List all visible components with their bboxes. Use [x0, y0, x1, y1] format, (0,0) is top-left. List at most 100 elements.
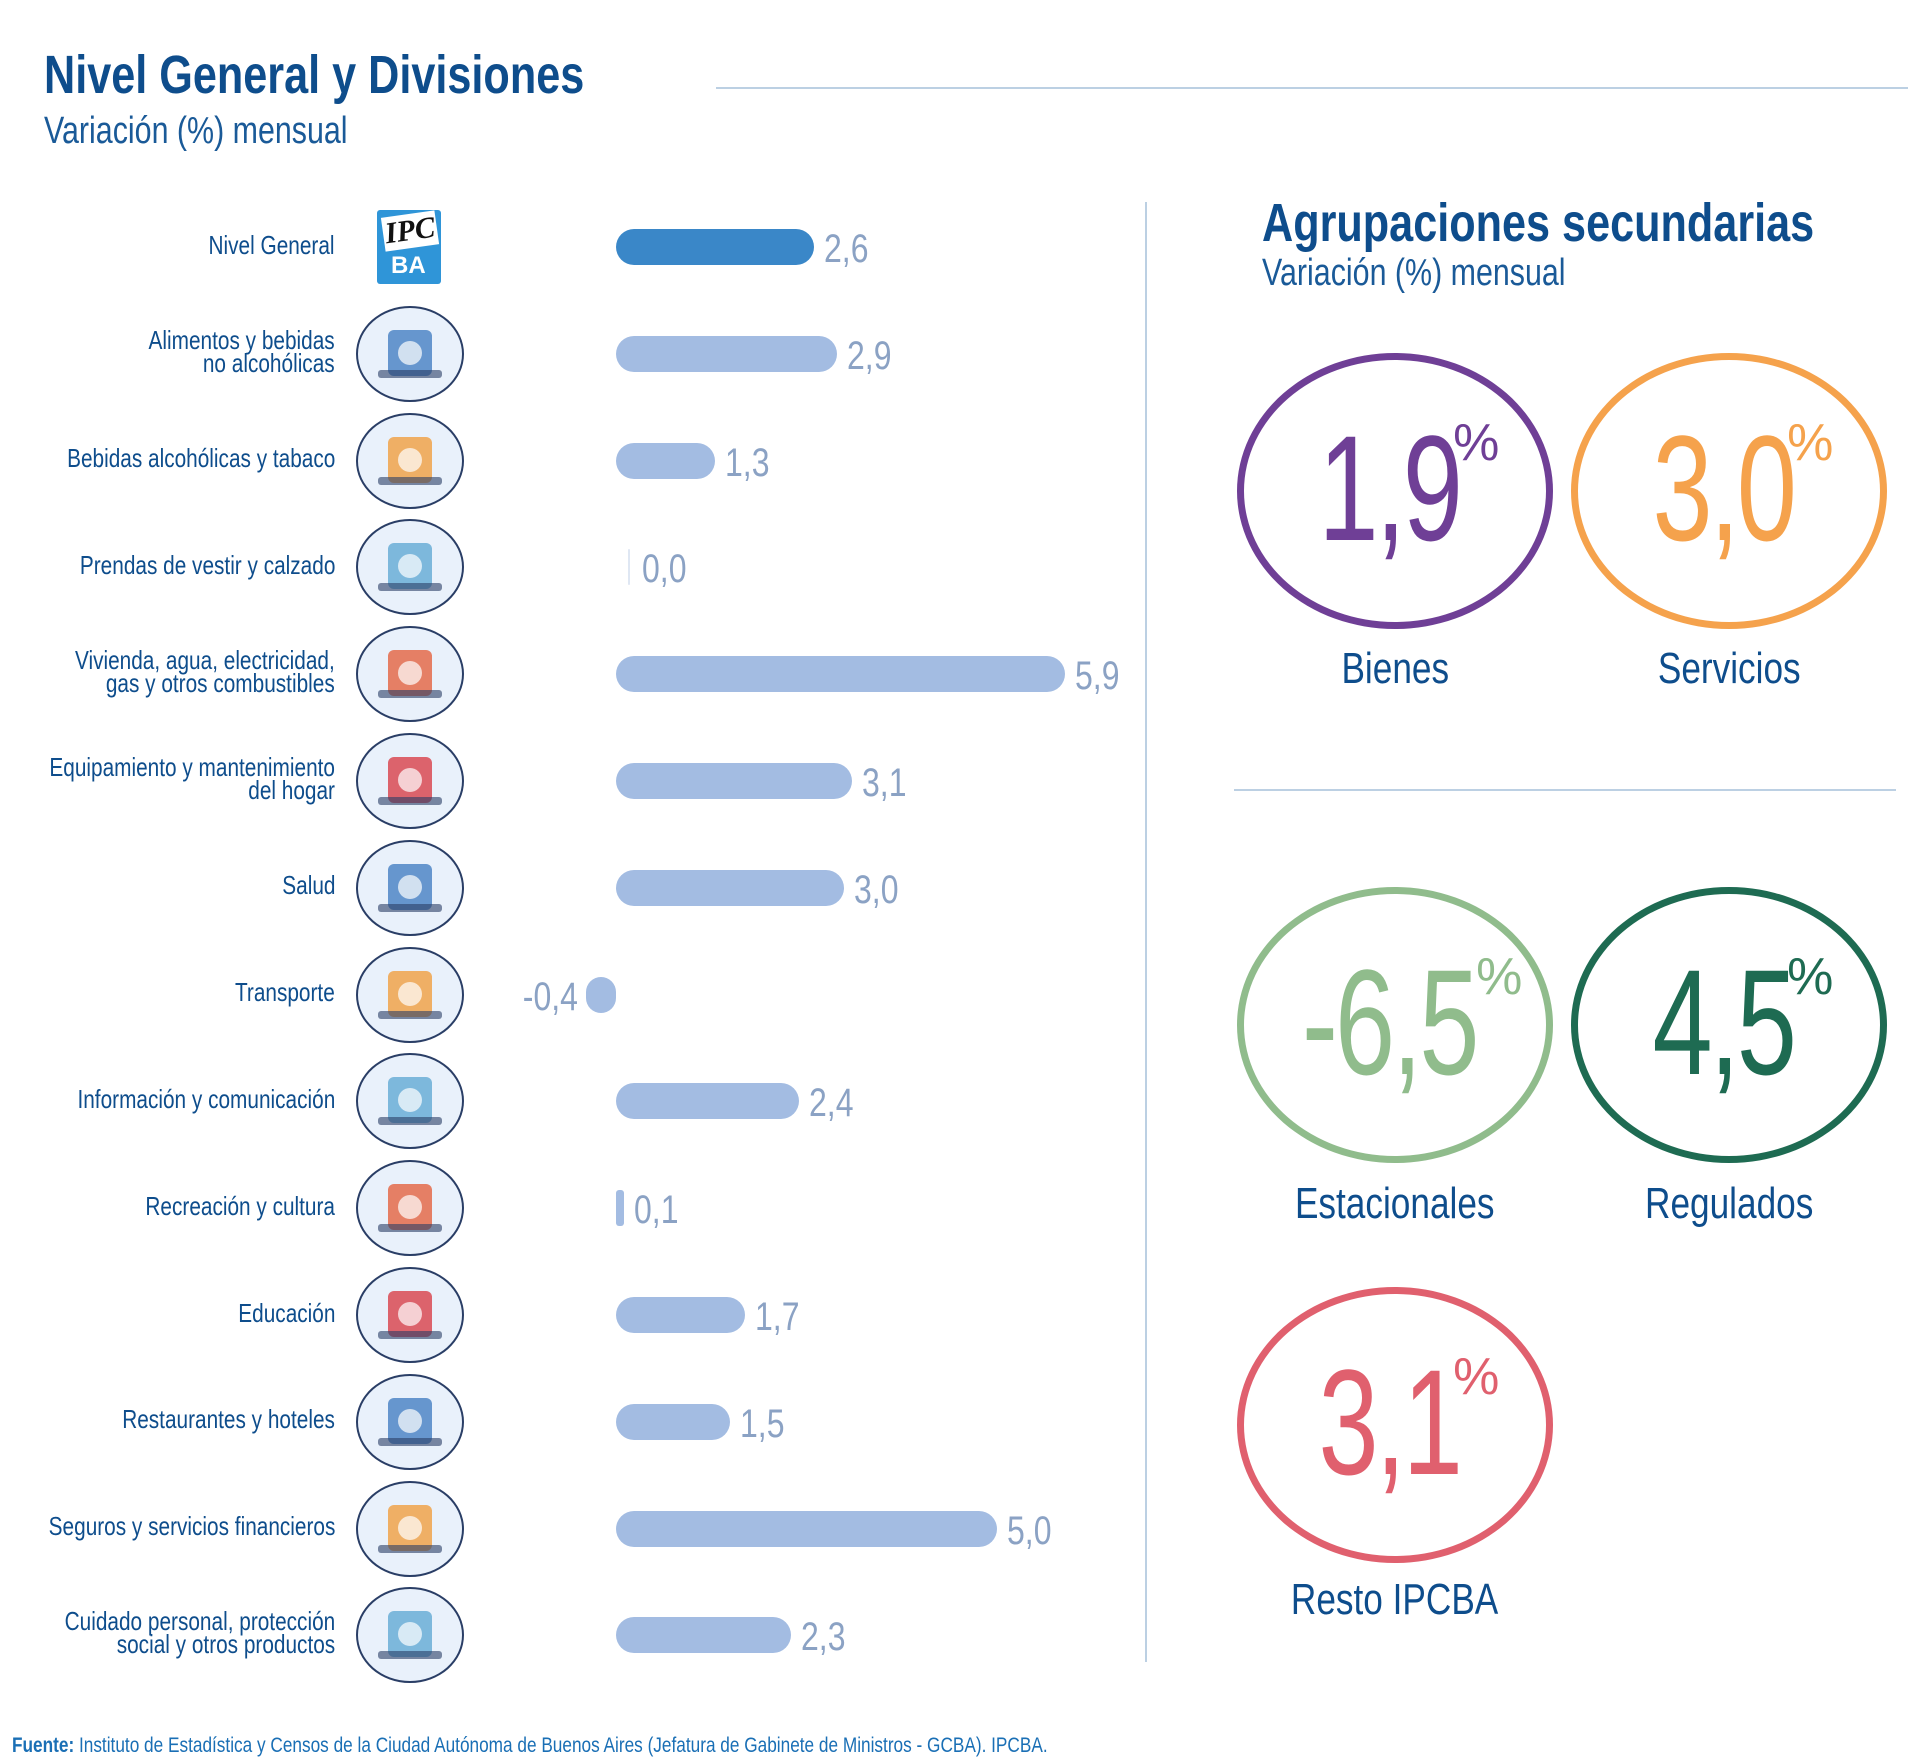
value-label-text: 3,1	[861, 761, 907, 805]
category-label-line: Recreación y cultura	[145, 1190, 335, 1221]
bar	[628, 549, 630, 586]
value-label: 2,6	[824, 229, 880, 269]
category-label-line: Vivienda, agua, electricidad,	[75, 645, 335, 676]
group-value-number: 4,5	[1652, 938, 1796, 1106]
value-label-text: 1,3	[724, 440, 770, 485]
bar	[616, 1510, 997, 1547]
category-label-line: Educación	[237, 1297, 335, 1328]
category-label-line: Bebidas alcohólicas y tabaco	[66, 443, 335, 474]
header-divider	[716, 87, 1908, 89]
school-graduation-icon	[356, 1267, 464, 1363]
category-label-line: Alimentos y bebidas	[148, 324, 335, 355]
group-circle-servicios: 3,0%	[1571, 353, 1887, 629]
category-label: Bebidas alcohólicas y tabaco	[0, 443, 335, 474]
group-label-estacionales: Estacionales	[1237, 1179, 1553, 1229]
left-title-text: Nivel General y Divisiones	[44, 45, 585, 105]
bar	[616, 869, 845, 906]
category-label-line: Seguros y servicios financieros	[48, 1511, 335, 1542]
group-value-number: 3,0	[1652, 404, 1796, 572]
group-label-bienes: Bienes	[1237, 644, 1553, 694]
laptop-tablet-icon	[356, 1053, 464, 1150]
personal-care-icon	[356, 1587, 464, 1684]
category-label-line: del hogar	[248, 775, 335, 805]
left-subtitle-text: Variación (%) mensual	[44, 110, 348, 152]
panel-divider	[1145, 202, 1147, 1662]
group-label-text: Bienes	[1341, 644, 1449, 693]
value-label: 2,9	[847, 336, 903, 376]
category-label-line: gas y otros combustibles	[106, 668, 335, 699]
group-value-number: -6,5	[1301, 938, 1479, 1106]
value-label-text: 0,0	[642, 547, 687, 592]
value-label-text: 1,7	[755, 1295, 800, 1339]
group-value: 1,9%	[1244, 413, 1546, 563]
group-value: 3,0%	[1578, 413, 1880, 563]
doctor-icon	[356, 839, 464, 936]
group-value-number: 1,9	[1318, 404, 1462, 572]
serving-bell-icon	[356, 1373, 464, 1470]
right-title: Agrupaciones secundarias	[1262, 192, 1920, 254]
bar	[616, 442, 715, 479]
source-label: Fuente:	[12, 1734, 75, 1757]
value-label: -0,4	[509, 974, 578, 1019]
bar	[616, 1617, 792, 1654]
group-value: 3,1%	[1244, 1347, 1546, 1497]
logo-ba: BA	[391, 252, 426, 279]
category-label-line: Transporte	[235, 977, 335, 1008]
bar	[585, 976, 616, 1013]
category-label-line: no alcohólicas	[203, 347, 335, 378]
category-label: Salud	[269, 870, 335, 901]
value-label-text: 1,5	[740, 1401, 785, 1446]
category-label: Alimentos y bebidas no alcohólicas	[102, 324, 335, 378]
percent-sign: %	[1787, 948, 1834, 1006]
category-label: Recreación y cultura	[98, 1190, 335, 1221]
left-subtitle: Variación (%) mensual	[44, 110, 423, 153]
value-label-text: 2,4	[808, 1081, 854, 1126]
category-label: Transporte	[210, 977, 335, 1008]
value-label: 3,1	[862, 763, 918, 803]
bar	[616, 1190, 624, 1227]
value-label-text: 2,9	[846, 333, 892, 378]
group-label-text: Servicios	[1657, 644, 1801, 693]
bar	[616, 1297, 746, 1333]
theater-popcorn-icon	[356, 1160, 464, 1257]
groups-divider	[1234, 789, 1896, 791]
group-label-servicios: Servicios	[1571, 644, 1887, 694]
percent-sign: %	[1453, 1348, 1500, 1406]
left-title: Nivel General y Divisiones	[44, 44, 719, 106]
group-value: 4,5%	[1578, 947, 1880, 1097]
category-label: Cuidado personal, protección social y otr…	[0, 1606, 335, 1660]
category-label-line: Nivel General	[208, 229, 335, 260]
bar	[616, 763, 852, 799]
category-label: Nivel General	[177, 229, 335, 260]
category-label-line: Prendas de vestir y calzado	[79, 549, 335, 580]
value-label-text: 0,1	[633, 1188, 679, 1233]
house-utilities-icon	[356, 626, 464, 723]
value-label: 0,1	[634, 1190, 690, 1230]
food-drinks-icon	[356, 305, 464, 402]
value-label-text: 2,6	[823, 227, 869, 271]
value-label: 3,0	[854, 870, 910, 910]
group-circle-bienes: 1,9%	[1237, 353, 1553, 629]
category-label-line: social y otros productos	[116, 1629, 335, 1660]
value-label: 1,3	[725, 443, 781, 483]
category-label: Restaurantes y hoteles	[69, 1406, 335, 1432]
bank-icon	[356, 1480, 464, 1577]
value-label: 2,3	[801, 1617, 857, 1657]
source-footer: Fuente: Instituto de Estadística y Censo…	[12, 1734, 1275, 1758]
category-label-line: Cuidado personal, protección	[64, 1606, 335, 1637]
ipcba-logo: IPC BA	[377, 210, 441, 284]
value-label: 2,4	[809, 1083, 865, 1123]
group-value: -6,5%	[1244, 947, 1546, 1097]
group-label-text: Resto IPCBA	[1291, 1575, 1499, 1624]
group-circle-estacionales: -6,5%	[1237, 887, 1553, 1163]
wine-cigarette-icon	[356, 412, 464, 509]
group-label-resto-ipcba: Resto IPCBA	[1237, 1575, 1553, 1625]
value-label: 1,5	[740, 1404, 796, 1444]
value-label: 0,0	[642, 549, 698, 589]
category-label-line: Información y comunicación	[77, 1083, 335, 1114]
percent-sign: %	[1453, 414, 1500, 472]
group-circle-regulados: 4,5%	[1571, 887, 1887, 1163]
category-label-line: Salud	[281, 870, 335, 901]
value-label-text: -0,4	[522, 974, 578, 1019]
bar	[616, 1403, 731, 1440]
